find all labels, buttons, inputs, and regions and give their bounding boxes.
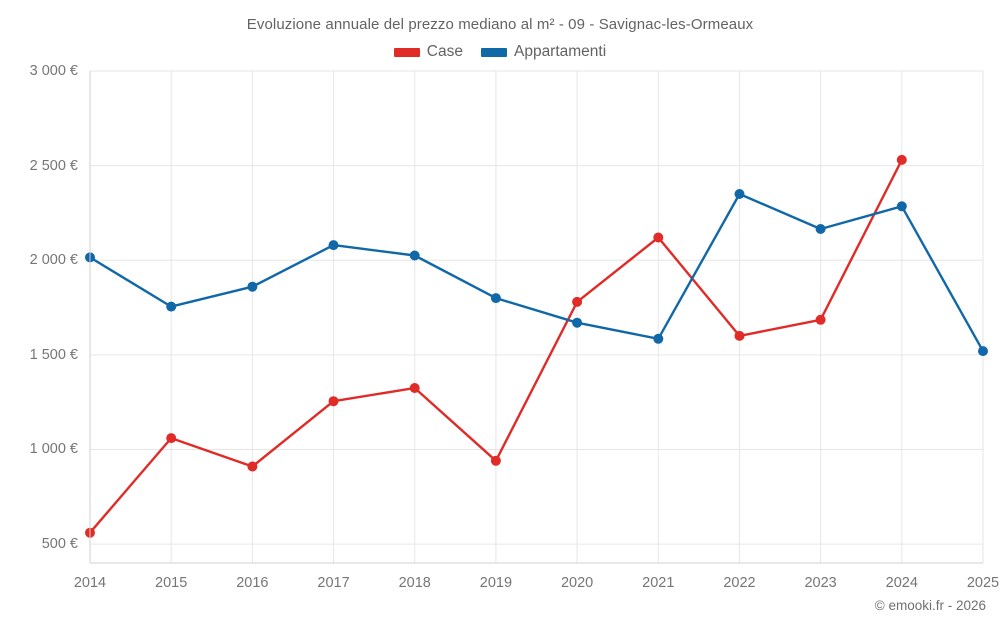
data-point-appartamenti[interactable]	[490, 293, 501, 304]
x-axis-tick-label: 2018	[398, 575, 431, 591]
data-point-appartamenti[interactable]	[328, 240, 339, 251]
data-point-appartamenti[interactable]	[409, 250, 420, 261]
data-point-appartamenti[interactable]	[247, 281, 258, 292]
x-axis-tick-label: 2020	[560, 575, 594, 591]
y-axis-tick-label: 2 500 €	[29, 157, 78, 174]
y-axis-tick-label: 1 000 €	[29, 441, 78, 458]
data-point-case[interactable]	[896, 154, 907, 165]
y-axis-tick-label: 500 €	[41, 536, 78, 553]
x-axis-tick-label: 2017	[317, 575, 350, 591]
x-axis-tick-label: 2021	[642, 575, 675, 591]
data-point-case[interactable]	[572, 296, 583, 307]
legend-item-case[interactable]: Case	[393, 43, 463, 61]
data-point-case[interactable]	[490, 455, 501, 466]
x-axis-tick-label: 2023	[804, 575, 837, 591]
x-axis-tick-label: 2019	[479, 575, 513, 591]
legend-swatch-appartamenti	[480, 47, 507, 57]
data-point-appartamenti[interactable]	[734, 189, 745, 199]
y-axis-tick-label: 2 000 €	[29, 252, 78, 269]
x-axis-tick-label: 2016	[236, 575, 269, 591]
legend-item-appartamenti[interactable]: Appartamenti	[480, 43, 607, 61]
legend-label-case: Case	[426, 43, 463, 60]
data-point-appartamenti[interactable]	[815, 224, 826, 234]
data-point-appartamenti[interactable]	[166, 301, 177, 312]
data-point-case[interactable]	[247, 461, 258, 472]
x-axis-tick-label: 2022	[723, 575, 756, 591]
x-axis-tick-label: 2015	[155, 575, 188, 591]
data-point-case[interactable]	[815, 314, 826, 325]
chart-title: Evoluzione annuale del prezzo mediano al…	[246, 16, 754, 33]
legend-label-appartamenti: Appartamenti	[513, 43, 607, 60]
data-point-case[interactable]	[653, 232, 664, 243]
y-axis-tick-label: 3 000 €	[29, 63, 78, 79]
series-line-appartamenti	[88, 192, 985, 353]
data-point-appartamenti[interactable]	[653, 333, 664, 344]
data-point-case[interactable]	[166, 433, 177, 444]
data-point-appartamenti[interactable]	[896, 201, 907, 212]
data-point-appartamenti[interactable]	[978, 346, 988, 357]
chart-credit: © emooki.fr - 2026	[874, 598, 986, 613]
legend-swatch-case	[393, 47, 420, 57]
x-axis-tick-label: 2025	[966, 575, 1000, 591]
data-point-case[interactable]	[328, 396, 339, 407]
chart-legend: Case Appartamenti	[0, 43, 1000, 61]
x-axis-tick-label: 2024	[885, 575, 918, 591]
data-point-appartamenti[interactable]	[572, 317, 583, 328]
x-axis-tick-label: 2014	[73, 575, 107, 591]
data-point-case[interactable]	[734, 330, 745, 341]
data-point-case[interactable]	[409, 383, 420, 393]
y-axis-tick-label: 1 500 €	[29, 346, 78, 363]
